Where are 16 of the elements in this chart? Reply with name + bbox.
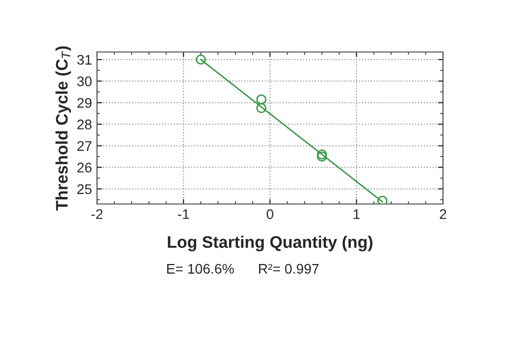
x-tick-label: -1 [178, 209, 189, 219]
x-tick-label: 1 [354, 209, 360, 219]
y-tick-label: 25 [77, 184, 92, 194]
x-tick-label: 0 [266, 209, 274, 220]
y-tick-label: 26 [77, 162, 92, 173]
y-tick-label: 27 [77, 141, 92, 151]
y-tick-label: 30 [77, 76, 92, 86]
x-tick-label: -2 [91, 209, 102, 219]
text: R²= 0.997 [259, 264, 319, 274]
x-tick-label: 2 [440, 209, 446, 219]
y-tick-label: 28 [77, 120, 92, 130]
y-tick-label: 29 [77, 98, 92, 108]
y-tick-label: 31 [77, 54, 92, 65]
text: E= 106.6% [167, 264, 234, 274]
y-axis-title: Threshold Cycle (C$_{T}$) [55, 46, 72, 210]
x-axis-title: Log Starting Quantity (ng) [168, 236, 372, 252]
